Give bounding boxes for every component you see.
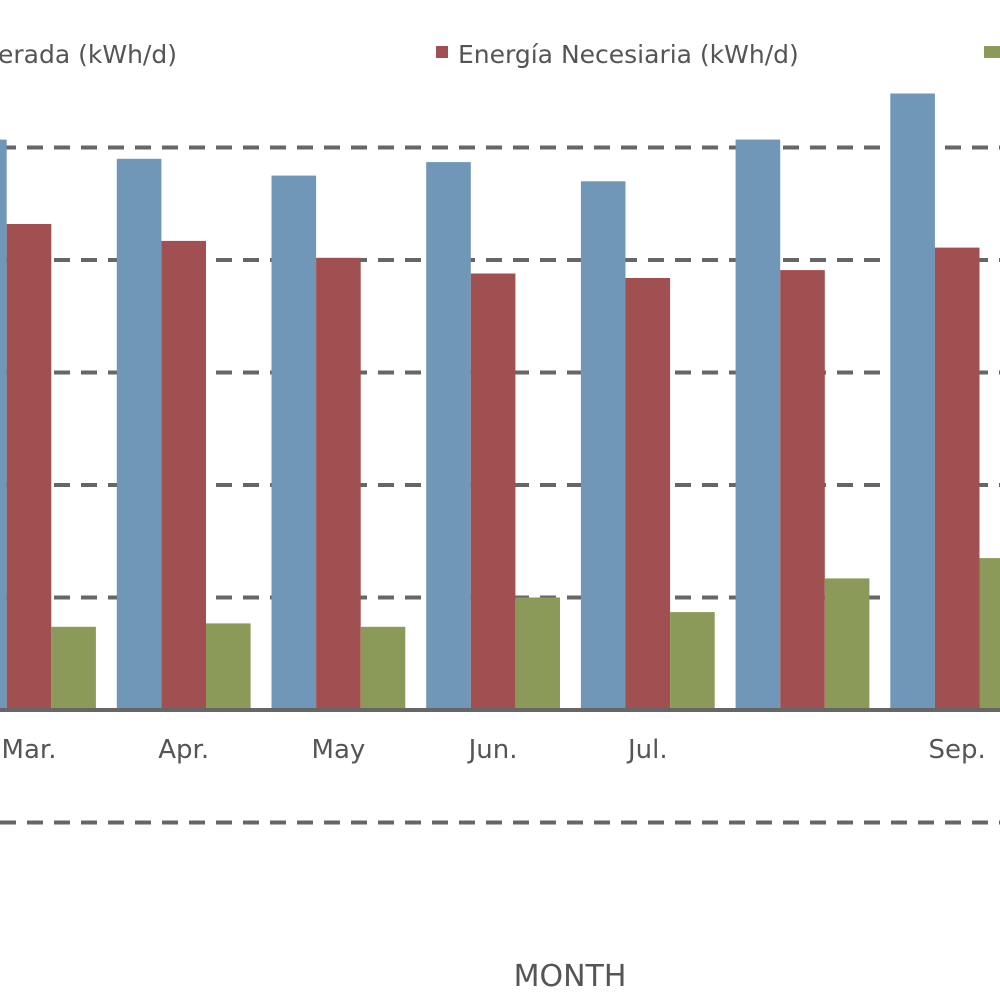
x-axis-title: MONTH: [514, 959, 627, 994]
bar-series-0-cat-3: [426, 162, 471, 711]
bar-series-2-cat-6: [979, 558, 1000, 710]
bar-series-1-cat-0: [6, 224, 52, 710]
bar-series-2-cat-1: [206, 623, 251, 710]
bar-series-1-cat-6: [934, 247, 980, 710]
bar-series-2-cat-4: [670, 612, 715, 710]
bar-series-0-cat-0: [0, 139, 7, 711]
bar-series-2-cat-0: [51, 626, 96, 711]
bar-series-2-cat-3: [515, 597, 560, 710]
bar-series-0-cat-1: [116, 158, 162, 711]
x-tick-label-0: Mar.: [2, 735, 57, 765]
legend-swatch-series-1: [436, 46, 448, 58]
x-tick-labels: Mar. Apr. May Jun. Jul. Sep.: [2, 735, 986, 765]
x-tick-label-6: Sep.: [929, 735, 986, 765]
bar-series-0-cat-4: [580, 181, 626, 711]
bars: [0, 93, 1000, 711]
legend-label-series-0: erada (kWh/d): [0, 40, 177, 69]
bar-series-0-cat-5: [735, 139, 781, 711]
bar-series-2-cat-5: [824, 578, 870, 710]
bar-series-1-cat-1: [161, 240, 206, 710]
bar-series-0-cat-2: [271, 175, 317, 711]
x-tick-label-3: Jun.: [467, 735, 518, 765]
x-tick-label-1: Apr.: [158, 735, 209, 765]
legend: erada (kWh/d) Energía Necesiaria (kWh/d): [0, 40, 1000, 69]
legend-label-series-1: Energía Necesiaria (kWh/d): [458, 40, 799, 69]
bar-series-0-cat-6: [890, 93, 935, 710]
x-tick-label-2: May: [312, 735, 366, 765]
x-tick-label-4: Jul.: [626, 735, 668, 765]
bar-series-1-cat-3: [470, 273, 516, 710]
legend-swatch-series-2: [984, 46, 1000, 58]
bar-series-1-cat-4: [625, 278, 671, 710]
bar-series-2-cat-2: [360, 626, 406, 711]
bar-series-1-cat-2: [316, 257, 361, 710]
bar-series-1-cat-5: [780, 270, 825, 710]
